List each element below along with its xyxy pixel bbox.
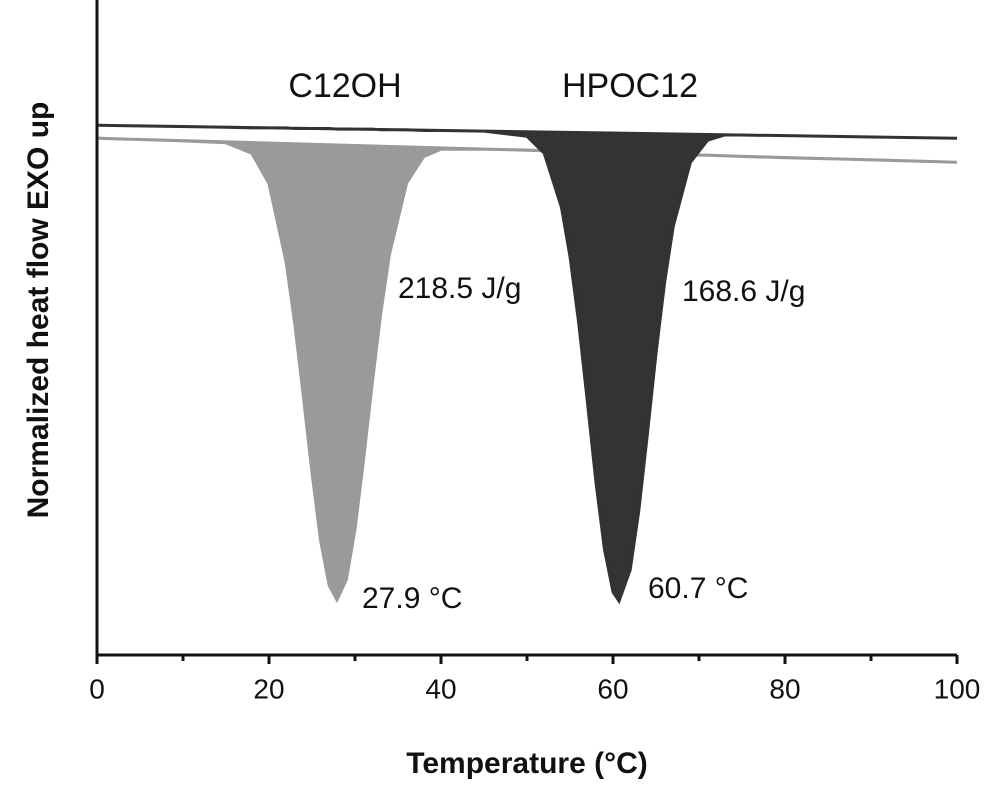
x-axis-label: Temperature (°C): [406, 747, 647, 780]
x-tick-label: 0: [89, 673, 105, 704]
peak-area: [96, 136, 958, 604]
x-tick-label: 100: [934, 673, 981, 704]
y-axis-label: Normalized heat flow EXO up: [22, 102, 55, 519]
annotation: 168.6 J/g: [682, 275, 805, 308]
annotation: 60.7 °C: [648, 572, 748, 605]
x-tick-label: 60: [597, 673, 628, 704]
x-tick-label: 40: [425, 673, 456, 704]
annotation: 218.5 J/g: [398, 272, 521, 305]
series-label: C12OH: [288, 67, 401, 105]
x-tick-label: 20: [253, 673, 284, 704]
x-tick-label: 80: [769, 673, 800, 704]
annotation: 27.9 °C: [362, 582, 462, 615]
peak-area: [96, 123, 958, 605]
series-label: HPOC12: [562, 67, 698, 105]
